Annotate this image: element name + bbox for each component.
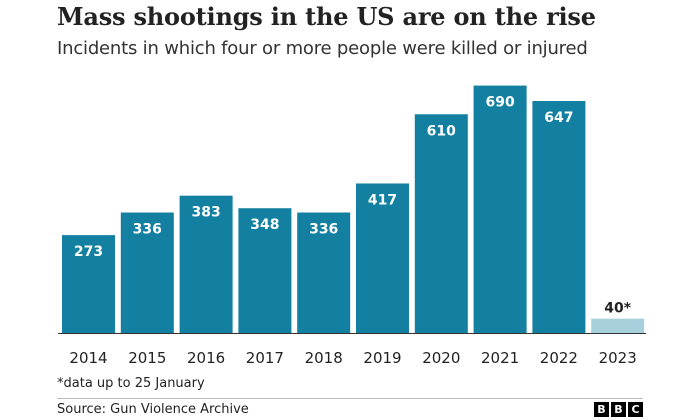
footer-divider <box>57 398 643 399</box>
bar-2014 <box>62 235 115 333</box>
value-label-2020: 610 <box>427 123 456 139</box>
x-tick-2020: 2020 <box>422 349 460 367</box>
bar-2022 <box>532 101 586 333</box>
x-tick-2019: 2019 <box>363 349 401 367</box>
x-tick-2023: 2023 <box>599 349 637 367</box>
bar-2018 <box>297 212 351 333</box>
value-label-2017: 348 <box>250 217 279 233</box>
bbc-logo: B B C <box>594 402 643 417</box>
value-label-2014: 273 <box>74 244 103 260</box>
x-tick-2018: 2018 <box>305 349 343 367</box>
source-note: Source: Gun Violence Archive <box>57 402 249 417</box>
value-label-2019: 417 <box>368 192 397 208</box>
value-label-2016: 383 <box>191 205 220 221</box>
logo-letter-b2: B <box>611 402 626 417</box>
x-tick-2017: 2017 <box>246 349 284 367</box>
value-label-2021: 690 <box>485 95 514 111</box>
bar-2015 <box>120 212 174 333</box>
x-tick-2015: 2015 <box>128 349 166 367</box>
value-label-2018: 336 <box>309 222 338 238</box>
x-tick-2022: 2022 <box>540 349 578 367</box>
logo-letter-c: C <box>628 402 643 417</box>
logo-letter-b1: B <box>594 402 609 417</box>
value-label-2022: 647 <box>544 110 573 126</box>
chart-title: Mass shootings in the US are on the rise <box>57 2 596 31</box>
footnote: *data up to 25 January <box>57 376 205 391</box>
bar-2021 <box>473 85 527 333</box>
value-label-2015: 336 <box>133 222 162 238</box>
bar-2017 <box>238 208 292 333</box>
bar-2020 <box>414 114 468 334</box>
value-label-2023: 40* <box>604 301 631 317</box>
bar-2023 <box>591 318 645 333</box>
x-tick-2014: 2014 <box>69 349 107 367</box>
bar-2019 <box>356 183 409 333</box>
x-tick-2021: 2021 <box>481 349 519 367</box>
chart-subtitle: Incidents in which four or more people w… <box>57 38 588 59</box>
bar-2016 <box>179 195 233 333</box>
x-tick-2016: 2016 <box>187 349 225 367</box>
